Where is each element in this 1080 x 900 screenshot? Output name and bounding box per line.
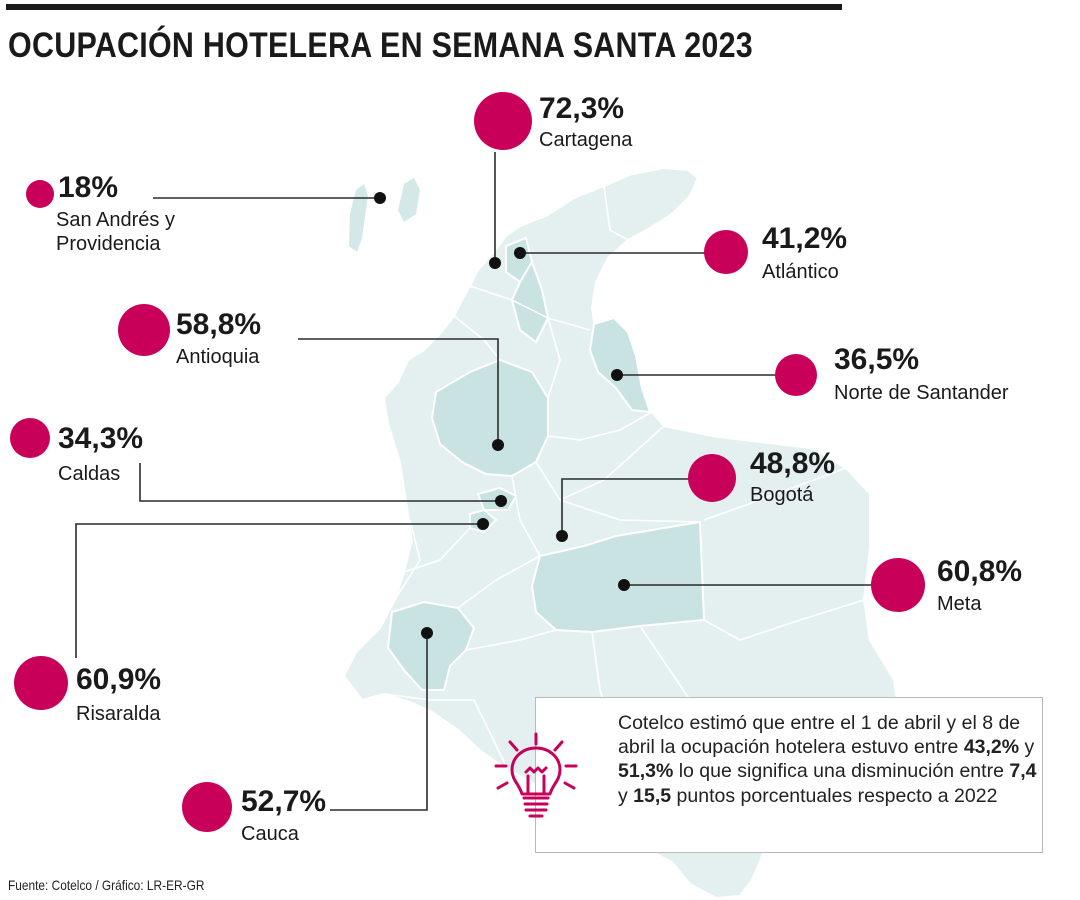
pct-meta: 60,8%	[937, 555, 1023, 588]
name-norte-santander: Norte de Santander	[834, 382, 1009, 404]
dot-caldas	[495, 495, 507, 507]
lightbulb-icon	[494, 732, 578, 818]
bubble-cartagena	[474, 92, 532, 150]
name-atlantico: Atlántico	[762, 261, 839, 283]
dot-san-andres	[374, 192, 386, 204]
pct-antioquia: 58,8%	[176, 308, 262, 341]
pct-caldas: 34,3%	[58, 422, 144, 455]
dot-atlantico	[514, 247, 526, 259]
dot-risaralda	[477, 518, 489, 530]
leader-cauca	[330, 633, 428, 811]
top-rule	[6, 4, 842, 10]
dot-cauca	[421, 627, 433, 639]
name-meta: Meta	[937, 593, 982, 615]
dot-meta	[618, 579, 630, 591]
note-box	[535, 697, 1043, 853]
name-cauca: Cauca	[241, 823, 299, 845]
leader-risaralda	[75, 523, 483, 658]
source-credit: Fuente: Cotelco / Gráfico: LR-ER-GR	[8, 877, 205, 893]
leader-antioquia	[298, 338, 499, 445]
bubble-bogota	[688, 454, 736, 502]
bubble-antioquia	[118, 304, 170, 356]
island-providencia	[398, 178, 420, 222]
pct-norte-santander: 36,5%	[834, 343, 920, 376]
leader-lines	[75, 152, 874, 811]
note-text: Cotelco estimó que entre el 1 de abril y…	[618, 712, 1037, 807]
pct-bogota: 48,8%	[750, 447, 836, 480]
name-bogota: Bogotá	[750, 484, 814, 506]
name-cartagena: Cartagena	[539, 129, 633, 151]
dot-norte-santander	[611, 369, 623, 381]
pct-atlantico: 41,2%	[762, 222, 848, 255]
leader-caldas	[139, 463, 501, 502]
name-antioquia: Antioquia	[176, 346, 260, 368]
bubble-caldas	[10, 418, 50, 458]
region-cauca	[386, 600, 476, 691]
leader-bogota	[561, 478, 690, 536]
island-san-andres	[349, 184, 368, 252]
pct-san-andres: 18%	[58, 171, 119, 204]
pct-risaralda: 60,9%	[76, 663, 162, 696]
bubble-san-andres	[26, 180, 54, 208]
bubble-atlantico	[704, 230, 748, 274]
bubble-norte-santander	[775, 354, 817, 396]
name-caldas: Caldas	[58, 463, 121, 485]
name-risaralda: Risaralda	[76, 703, 161, 725]
dot-bogota	[556, 530, 568, 542]
location-dots	[374, 192, 630, 639]
name-san-andres: San Andrés y Providencia	[56, 209, 175, 255]
bubble-meta	[871, 558, 925, 612]
bubble-risaralda	[14, 656, 68, 710]
pct-cartagena: 72,3%	[539, 92, 625, 125]
highlighted-departments	[386, 236, 706, 691]
dot-antioquia	[492, 439, 504, 451]
chart-title: OCUPACIÓN HOTELERA EN SEMANA SANTA 2023	[8, 26, 754, 65]
bubble-cauca	[182, 782, 232, 832]
dot-cartagena	[489, 257, 501, 269]
pct-cauca: 52,7%	[241, 785, 327, 818]
region-bolivar	[510, 259, 550, 344]
region-norte-santander	[588, 316, 652, 414]
